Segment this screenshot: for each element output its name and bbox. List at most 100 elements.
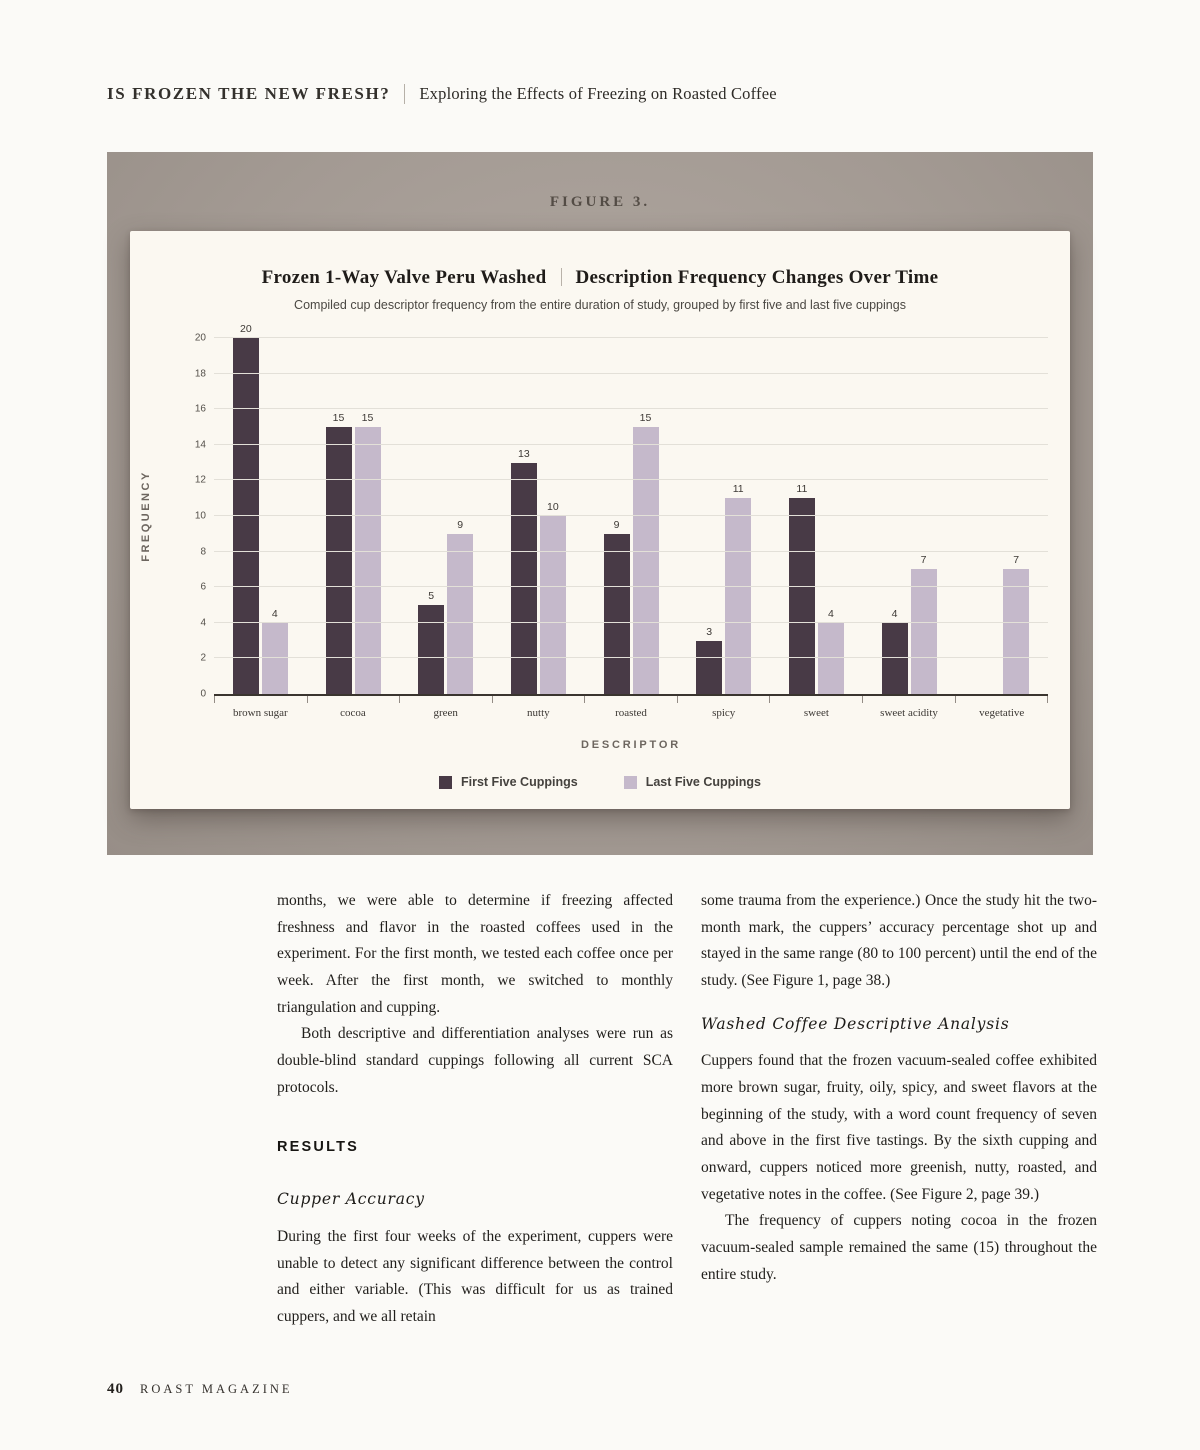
bar-slot: 7	[910, 338, 937, 694]
legend-item: First Five Cuppings	[439, 775, 578, 789]
chart-title-right: Description Frequency Changes Over Time	[575, 267, 939, 288]
legend-swatch	[623, 775, 637, 789]
bar	[447, 533, 474, 694]
bar-value-label: 15	[332, 412, 345, 424]
bar-slot: 4	[817, 338, 844, 694]
bar-value-label: 15	[361, 412, 374, 424]
bar	[603, 533, 630, 694]
bar-value-label: 11	[796, 483, 808, 496]
y-tick-label: 8	[200, 546, 206, 558]
article-header: IS FROZEN THE NEW FRESH? Exploring the E…	[107, 84, 777, 104]
paragraph: Cuppers found that the frozen vacuum-sea…	[701, 1052, 1097, 1203]
x-tick	[861, 696, 955, 703]
x-tick	[954, 696, 1049, 703]
bar-group-sweet: 11 4	[770, 338, 863, 694]
x-category-label: spicy	[712, 707, 736, 719]
chart-card: Frozen 1-Way Valve Peru Washed Descriptio…	[130, 231, 1070, 809]
bar	[418, 605, 445, 694]
y-tick-label: 12	[194, 474, 206, 486]
bar	[632, 427, 659, 694]
bar-slot: 3	[696, 338, 723, 694]
page-footer: 40 ROAST MAGAZINE	[107, 1381, 293, 1398]
bar-slot: 5	[418, 338, 445, 694]
bar-value-label: 7	[1013, 554, 1020, 567]
bar-value-label: 3	[706, 625, 713, 638]
bar	[232, 338, 259, 694]
bar-slot: 15	[632, 338, 659, 694]
chart-title-left: Frozen 1-Way Valve Peru Washed	[261, 267, 547, 288]
x-axis-title: DESCRIPTOR	[581, 739, 681, 751]
bar-slot: 15	[354, 338, 381, 694]
paragraph: months, we were able to determine if fre…	[277, 892, 673, 1016]
magazine-name: ROAST MAGAZINE	[140, 1382, 293, 1396]
bar	[725, 498, 752, 694]
gridline	[214, 550, 1048, 552]
gridline	[214, 479, 1048, 481]
x-category-label: sweet	[803, 707, 829, 719]
bar-slot: 15	[325, 338, 352, 694]
x-tick	[306, 696, 400, 703]
x-tick	[769, 696, 862, 703]
page-number: 40	[107, 1381, 124, 1397]
bar-group-cocoa: 15 15	[307, 338, 400, 694]
article-subtitle: Exploring the Effects of Freezing on Roa…	[419, 84, 777, 103]
chart-legend: First Five Cuppings Last Five Cuppings	[130, 775, 1070, 789]
bar-value-label: 4	[891, 607, 898, 620]
bar-slot: 11	[788, 338, 815, 694]
chart-title: Frozen 1-Way Valve Peru Washed Descriptio…	[130, 267, 1070, 289]
bar-slot: 11	[725, 338, 752, 694]
figure-label: FIGURE 3.	[549, 194, 651, 210]
chart-title-divider	[560, 268, 562, 286]
bar	[817, 622, 844, 694]
y-tick-label: 10	[194, 510, 206, 522]
bar-slot: 9	[603, 338, 630, 694]
x-tick	[214, 696, 307, 703]
header-divider	[404, 84, 406, 104]
article-title: IS FROZEN THE NEW FRESH?	[107, 84, 391, 103]
gridline	[214, 586, 1048, 588]
column-left: months, we were able to determine if fre…	[277, 888, 673, 1330]
bar-value-label: 9	[613, 518, 620, 531]
gridline	[214, 621, 1048, 623]
legend-label: First Five Cuppings	[461, 775, 578, 789]
y-tick-label: 4	[200, 617, 206, 629]
paragraph: The frequency of cuppers noting cocoa in…	[701, 1212, 1097, 1283]
chart-subtitle: Compiled cup descriptor frequency from t…	[294, 298, 906, 312]
article-body: months, we were able to determine if fre…	[277, 888, 1097, 1330]
bar	[354, 427, 381, 694]
subheading-cupper-accuracy: Cupper Accuracy	[277, 1190, 425, 1209]
bar-slot: 4	[261, 338, 288, 694]
x-tick	[491, 696, 585, 703]
x-category-label: roasted	[615, 707, 647, 719]
gridline	[214, 443, 1048, 445]
bar-value-label: 7	[920, 554, 927, 567]
y-tick-label: 20	[194, 332, 206, 344]
gridline	[214, 657, 1048, 659]
bar-value-label: 4	[271, 607, 278, 620]
subheading-washed-coffee: Washed Coffee Descriptive Analysis	[701, 1014, 1010, 1033]
bar-group-brown-sugar: 20 4	[214, 323, 307, 694]
bar-value-label: 15	[639, 412, 652, 424]
bar	[1003, 569, 1030, 694]
gridline	[214, 372, 1048, 374]
paragraph: some trauma from the experience.) Once t…	[701, 892, 1097, 989]
paragraph: During the first four weeks of the exper…	[277, 1227, 673, 1325]
bar	[910, 569, 937, 694]
y-tick-label: 18	[194, 368, 206, 380]
bar	[881, 622, 908, 694]
x-tick	[399, 696, 492, 703]
bar-group-roasted: 9 15	[585, 338, 678, 694]
y-tick-label: 0	[200, 688, 206, 700]
x-category-label: sweet acidity	[880, 707, 938, 719]
bar	[261, 622, 288, 694]
column-right: some trauma from the experience.) Once t…	[701, 888, 1097, 1330]
legend-label: Last Five Cuppings	[645, 775, 761, 789]
bar-slot: 10	[539, 338, 566, 694]
bar-value-label: 9	[457, 518, 464, 531]
x-category-row: brown sugar cocoa green nutty roasted spicy sw…	[214, 703, 1048, 719]
bar	[510, 462, 537, 694]
y-tick-label: 2	[200, 652, 206, 664]
bar-slot: 20	[232, 323, 259, 694]
